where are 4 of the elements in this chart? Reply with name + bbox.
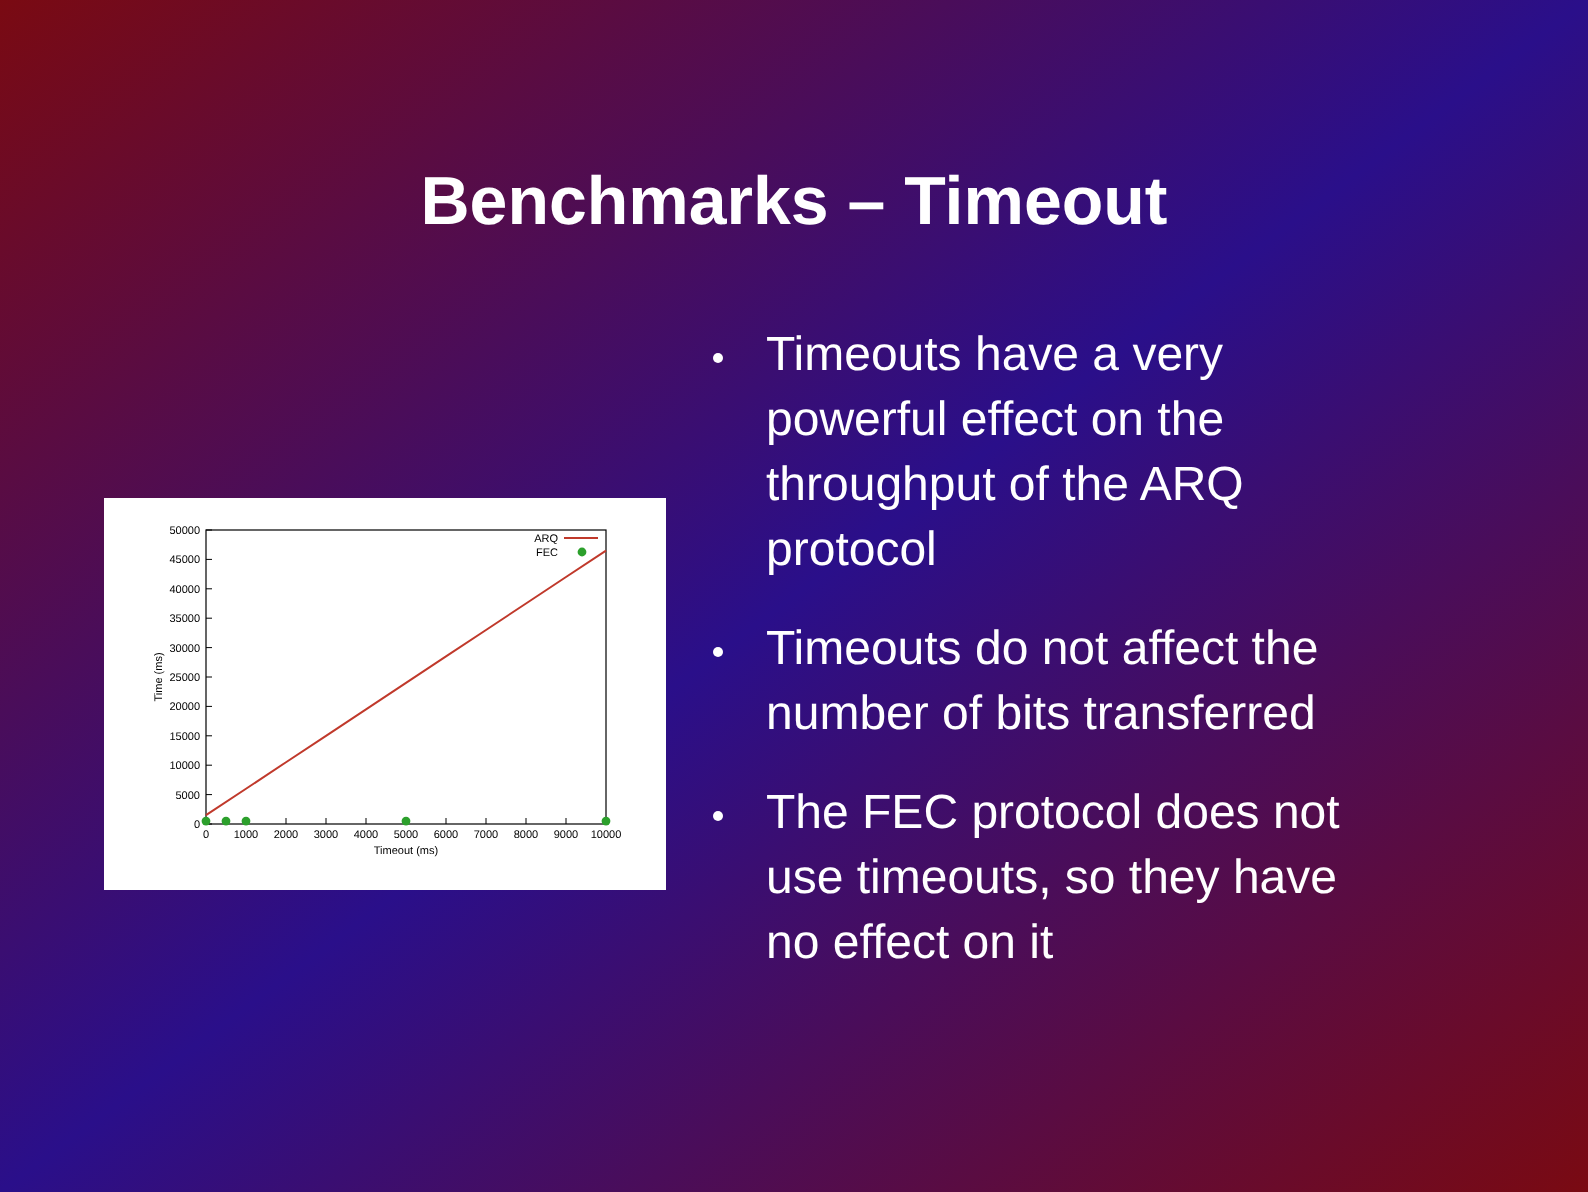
- text: The FEC protocol does not use timeouts, so they have no effect on it: [766, 786, 1341, 970]
- text: Timeouts have a very powerful effect on the throughput of the ARQ protocol: [766, 328, 1244, 577]
- text: Timeouts do not affect the number of bits transferred: [766, 622, 1319, 741]
- text: Benchmarks – Timeout: [420, 164, 1168, 240]
